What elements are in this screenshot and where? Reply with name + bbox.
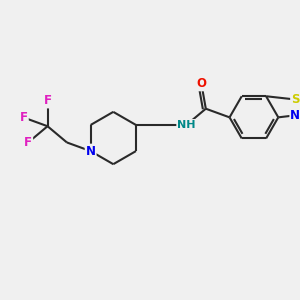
Text: F: F [24, 136, 32, 149]
Text: N: N [85, 145, 96, 158]
Text: S: S [291, 93, 300, 106]
Text: NH: NH [177, 120, 196, 130]
Text: N: N [290, 109, 300, 122]
Text: F: F [20, 111, 28, 124]
Text: O: O [196, 77, 206, 90]
Text: F: F [44, 94, 52, 107]
